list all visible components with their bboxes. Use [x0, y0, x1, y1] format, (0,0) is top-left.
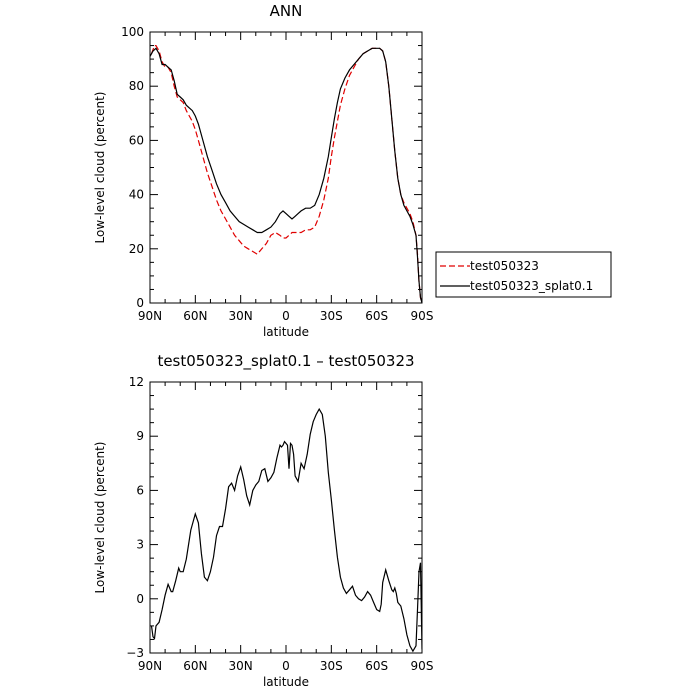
- legend-box: [435, 251, 612, 298]
- top-x-tick-label: 90S: [411, 309, 434, 323]
- top-plot-frame: [149, 31, 423, 304]
- bottom-y-tick-label: 0: [136, 592, 144, 606]
- bottom-x-tick-label: 60N: [183, 659, 207, 673]
- top-x-axis-label: latitude: [263, 325, 309, 339]
- top-y-tick-label: 60: [129, 133, 144, 147]
- top-x-tick-label: 90N: [138, 309, 162, 323]
- bottom-x-tick-label: 30S: [320, 659, 343, 673]
- bottom-x-axis-label: latitude: [263, 675, 309, 689]
- top-series-line-0: [150, 44, 422, 304]
- bottom-x-tick-label: 90N: [138, 659, 162, 673]
- top-y-tick-label: 80: [129, 79, 144, 93]
- bottom-y-tick-label: 6: [136, 483, 144, 497]
- bottom-x-tick-label: 30N: [229, 659, 253, 673]
- bottom-chart-title: test050323_splat0.1 – test050323: [157, 352, 414, 371]
- top-series-line-1: [150, 47, 422, 304]
- bottom-y-tick-label: −3: [126, 646, 144, 660]
- top-y-axis-label: Low-level cloud (percent): [93, 92, 107, 244]
- top-x-tick-label: 0: [282, 309, 290, 323]
- top-panel: 90N 60N 30N 0 30S 60S 90S 0 20 40 60 80 100 ANN latitu…: [93, 2, 433, 339]
- bottom-y-tick-label: 3: [136, 538, 144, 552]
- bottom-y-tick-label: 12: [129, 375, 144, 389]
- bottom-panel: 90N 60N 30N 0 30S 60S 90S −3 0 3 6 9 12 test050323_sp…: [93, 352, 433, 689]
- bottom-x-tick-label: 60S: [365, 659, 388, 673]
- legend-label-1: test050323_splat0.1: [470, 279, 593, 293]
- top-y-tick-label: 100: [121, 25, 144, 39]
- top-x-tick-label: 60N: [183, 309, 207, 323]
- bottom-plot-frame: [149, 381, 423, 654]
- top-x-tick-label: 30S: [320, 309, 343, 323]
- top-y-tick-label: 40: [129, 188, 144, 202]
- top-y-tick-label: 0: [136, 296, 144, 310]
- top-x-tick-label: 60S: [365, 309, 388, 323]
- bottom-series-line-0: [150, 407, 422, 653]
- top-y-tick-label: 20: [129, 242, 144, 256]
- top-chart-title: ANN: [270, 2, 303, 20]
- legend: test050323 test050323_splat0.1: [435, 251, 612, 298]
- bottom-y-tick-label: 9: [136, 429, 144, 443]
- bottom-y-axis-label: Low-level cloud (percent): [93, 442, 107, 594]
- top-x-tick-label: 30N: [229, 309, 253, 323]
- bottom-x-tick-label: 0: [282, 659, 290, 673]
- legend-label-0: test050323: [470, 259, 539, 273]
- bottom-x-tick-label: 90S: [411, 659, 434, 673]
